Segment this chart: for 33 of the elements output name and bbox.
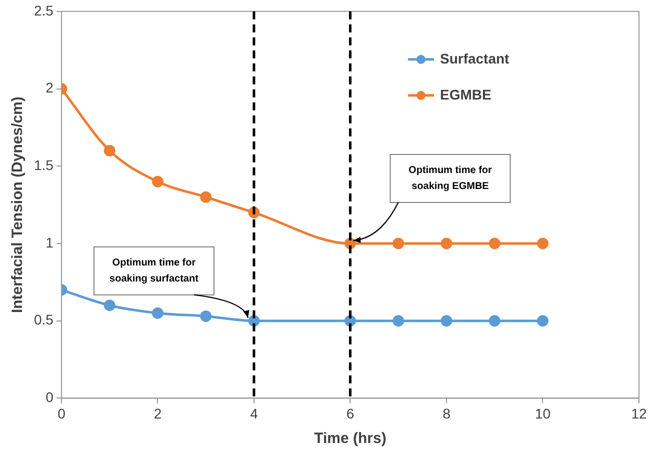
point bbox=[488, 238, 500, 250]
x-tick-label: 10 bbox=[534, 405, 551, 422]
x-tick-label: 8 bbox=[442, 405, 451, 422]
y-tick-label: 2 bbox=[46, 80, 54, 96]
point bbox=[440, 315, 452, 327]
annotation: Optimum time for soaking EGMBE bbox=[408, 165, 492, 192]
point bbox=[488, 315, 500, 327]
point bbox=[152, 176, 164, 188]
x-tick-label: 2 bbox=[154, 405, 162, 422]
x-tick-label: 0 bbox=[58, 405, 66, 422]
point bbox=[104, 144, 116, 156]
y-tick-label: 0 bbox=[46, 389, 54, 406]
point bbox=[536, 238, 548, 250]
y-tick-label: 2.5 bbox=[34, 2, 54, 18]
point bbox=[104, 300, 116, 312]
point bbox=[440, 238, 452, 250]
y-tick-label: 1 bbox=[46, 234, 54, 250]
x-tick-label: 12 bbox=[631, 405, 647, 422]
x-axis-title: Time (hrs) bbox=[314, 430, 386, 448]
y-tick-label: 0.5 bbox=[34, 312, 54, 328]
legend-label: Surfactant bbox=[440, 50, 510, 66]
point bbox=[200, 310, 212, 322]
point bbox=[152, 307, 164, 319]
point bbox=[392, 315, 404, 327]
y-axis-title: Interfacial Tension (Dynes/cm) bbox=[9, 96, 26, 314]
point bbox=[200, 191, 212, 203]
legend-label: EGMBE bbox=[440, 86, 492, 102]
point bbox=[536, 315, 548, 327]
y-tick-label: 1.5 bbox=[34, 156, 54, 173]
x-tick-label: 4 bbox=[250, 405, 258, 422]
x-tick-label: 6 bbox=[346, 405, 354, 422]
point bbox=[392, 238, 404, 250]
annotation: Optimum time for soaking surfactant bbox=[110, 258, 200, 285]
